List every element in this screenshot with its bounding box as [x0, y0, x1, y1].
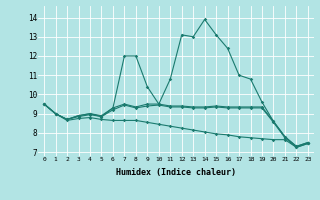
X-axis label: Humidex (Indice chaleur): Humidex (Indice chaleur) — [116, 168, 236, 177]
